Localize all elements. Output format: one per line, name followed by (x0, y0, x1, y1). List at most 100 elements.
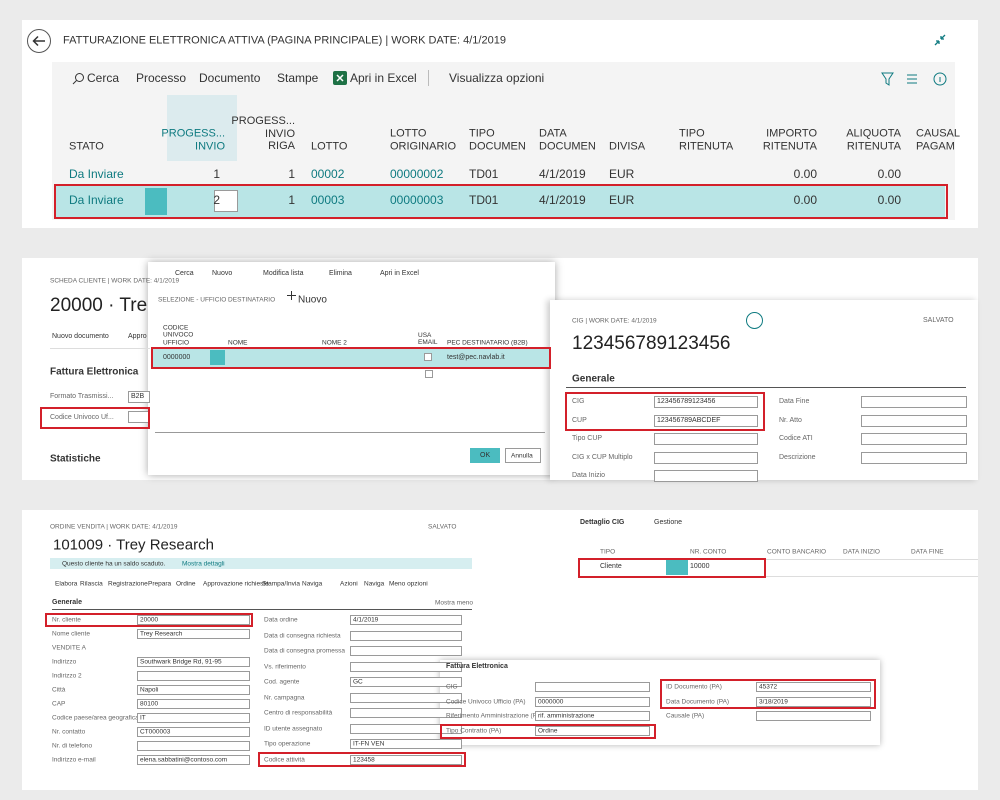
section-title: Fattura Elettronica (50, 366, 139, 378)
selected-row (152, 349, 550, 367)
action[interactable]: Stampe (277, 71, 319, 86)
column-header: CODICE UNIVOCO UFFICIO (163, 324, 194, 347)
action[interactable]: Cerca (175, 269, 194, 277)
field-input (137, 671, 250, 681)
new-button[interactable]: Nuovo (298, 294, 327, 306)
cell: 1 (213, 167, 220, 182)
column-header[interactable]: IMPORTO RITENUTA (762, 127, 817, 153)
highlight-box (151, 347, 551, 369)
action[interactable]: Meno opzioni (389, 580, 428, 588)
cell: 4/1/2019 (539, 193, 586, 208)
back-button[interactable] (26, 28, 52, 54)
field-value: Ordine (538, 727, 558, 735)
field-label: VENDITE A (52, 644, 86, 652)
cell: Cliente (600, 562, 622, 570)
field-input (350, 723, 462, 734)
action[interactable]: Cerca (87, 71, 120, 86)
field-value: elena.sabbatini@contoso.com (140, 756, 228, 764)
column-header[interactable]: PROGESS... INVIO (161, 127, 225, 153)
cell[interactable]: Da Inviare (69, 193, 124, 208)
card-title: ORDINE VENDITA | WORK DATE: 4/1/2019 (50, 523, 178, 531)
action[interactable]: Ordine (176, 580, 196, 588)
action[interactable]: Documento (199, 71, 261, 86)
field-input (350, 646, 462, 656)
field-label: Data di consegna promessa (264, 647, 345, 655)
field-input (350, 661, 462, 672)
ok-button (470, 448, 500, 463)
cell[interactable]: Da Inviare (69, 167, 124, 182)
field-value: Southwark Bridge Rd, 91-95 (140, 658, 222, 666)
column-header[interactable]: ALIQUOTA RITENUTA (846, 127, 901, 153)
action[interactable]: Visualizza opzioni (449, 71, 545, 86)
field-input (350, 754, 462, 765)
section-title: Generale (572, 373, 615, 385)
field-input (535, 711, 650, 722)
field-value: rif. amministrazione (538, 712, 595, 720)
action[interactable]: Processo (136, 71, 187, 86)
action[interactable]: Prepara (148, 580, 172, 588)
field-value: IT (140, 714, 146, 722)
column-header: CONTO BANCARIO (767, 548, 827, 556)
field-input (654, 451, 758, 464)
excel-icon (333, 71, 347, 85)
column-header[interactable]: STATO (69, 140, 104, 153)
action[interactable]: Rilascia (80, 580, 103, 588)
field-label: Nome cliente (52, 630, 90, 638)
action[interactable]: Elabora (55, 580, 78, 588)
field-value: 20000 (140, 616, 159, 624)
button-label[interactable]: OK (480, 451, 491, 459)
action[interactable]: Elimina (329, 269, 352, 277)
field-label: Causale (PA) (666, 712, 705, 720)
field-label: Nr. cliente (52, 616, 81, 624)
action[interactable]: Azioni (340, 580, 358, 588)
field-label: Cod. agente (264, 678, 300, 686)
column-header[interactable]: DATA DOCUMEN (539, 127, 596, 153)
cell: 2 (213, 193, 220, 208)
notice-link[interactable]: Mostra dettagli (182, 560, 225, 568)
field-input (137, 657, 250, 667)
show-less[interactable]: Mostra meno (435, 599, 473, 607)
column-header[interactable]: DIVISA (609, 140, 646, 153)
row-menu-button (210, 350, 225, 365)
column-header[interactable]: CAUSAL PAGAM (916, 127, 961, 153)
field-input (350, 708, 462, 718)
dialog-title: SELEZIONE - UFFICIO DESTINATARIO (158, 296, 276, 304)
column-highlight (167, 95, 237, 161)
column-header[interactable]: PROGESS... INVIO RIGA (231, 115, 295, 153)
field-label: Nr. campagna (264, 693, 305, 701)
action[interactable]: Nuovo documento (52, 332, 109, 340)
column-header[interactable]: TIPO RITENUTA (679, 127, 734, 153)
toolbar-icons[interactable] (881, 71, 951, 87)
field-value: 45372 (759, 683, 778, 691)
action[interactable]: Appro (128, 332, 147, 340)
action[interactable]: Modifica lista (263, 269, 304, 277)
button-label[interactable]: Annulla (511, 452, 533, 460)
action[interactable]: Registrazione (108, 580, 148, 588)
action[interactable]: Naviga (364, 580, 385, 588)
action[interactable]: Apri in Excel (380, 269, 419, 277)
field-value: 80100 (140, 700, 159, 708)
action[interactable]: Naviga (302, 580, 323, 588)
field-input (654, 414, 758, 427)
action[interactable]: Nuovo (212, 269, 233, 277)
column-header: USA EMAIL (418, 332, 438, 347)
column-header[interactable]: LOTTO (311, 140, 348, 153)
cell: EUR (609, 193, 635, 208)
field-label: Data ordine (264, 616, 298, 624)
column-header[interactable]: TIPO DOCUMEN (469, 127, 526, 153)
cell: 0.00 (793, 193, 817, 208)
card-title: CIG | WORK DATE: 4/1/2019 (572, 317, 657, 325)
action[interactable]: Approvazione richieste (203, 580, 269, 588)
action[interactable]: Stampa/Invia (262, 580, 300, 588)
column-header: DATA FINE (911, 548, 944, 556)
field-label: Data Documento (PA) (666, 697, 730, 705)
field-label: Codice ATI (779, 434, 813, 442)
tab[interactable]: Gestione (654, 518, 683, 526)
field-label: Centro di responsabilità (264, 709, 333, 717)
column-header[interactable]: LOTTO ORIGINARIO (390, 127, 457, 153)
section-title: Dettaglio CIG (580, 518, 625, 526)
action[interactable]: Apri in Excel (350, 71, 417, 86)
cell: 0.00 (877, 167, 901, 182)
collapse-icon[interactable] (933, 33, 947, 47)
